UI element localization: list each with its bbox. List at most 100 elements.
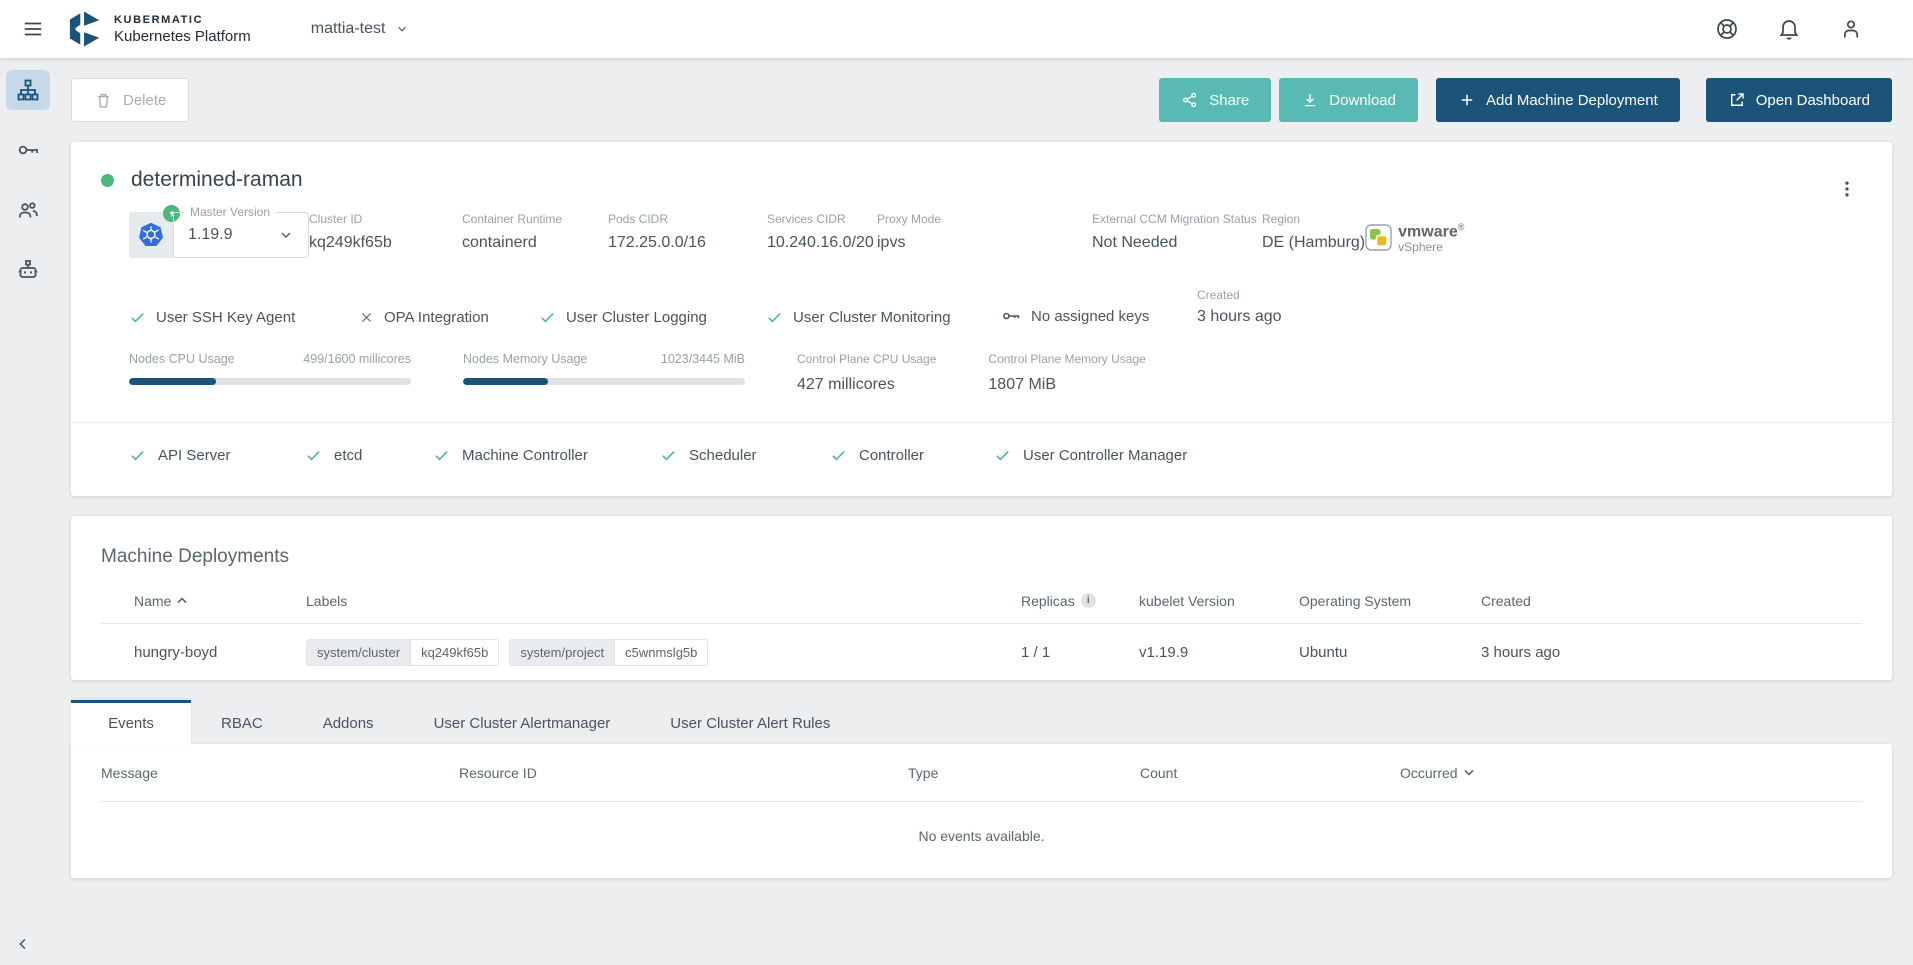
cluster-card: determined-raman Master Ve	[71, 142, 1892, 496]
sidebar-collapse-icon[interactable]	[14, 935, 32, 953]
tab-user-cluster-alert-rules[interactable]: User Cluster Alert Rules	[670, 715, 831, 732]
events-header-row: Message Resource ID Type Count Occurred	[101, 744, 1862, 802]
column-created: Created	[1481, 592, 1531, 609]
field-value: 172.25.0.0/16	[608, 234, 706, 251]
nodes-memory-usage: Nodes Memory Usage 1023/3445 MiB	[463, 352, 745, 394]
sidebar-item-service-accounts[interactable]	[6, 250, 50, 290]
tab-events[interactable]: Events	[71, 700, 191, 744]
check-icon	[129, 309, 146, 326]
tab-addons[interactable]: Addons	[322, 715, 374, 732]
created-value: 3 hours ago	[1197, 308, 1282, 325]
info-field-container-runtime: Container Runtime containerd	[462, 212, 608, 252]
column-name[interactable]: Name	[134, 593, 306, 609]
md-replicas: 1 / 1	[1021, 643, 1051, 661]
vmware-wordmark: vmware®	[1398, 222, 1465, 241]
delete-button[interactable]: Delete	[71, 78, 190, 122]
field-value: 10.240.16.0/20	[767, 234, 874, 251]
help-icon[interactable]	[1709, 11, 1745, 47]
info-icon[interactable]: i	[1080, 593, 1096, 608]
cluster-features-row: User SSH Key Agent OPA Integration User …	[129, 288, 1862, 326]
sidebar-item-members[interactable]	[6, 190, 50, 230]
events-panel: Message Resource ID Type Count Occurred …	[71, 744, 1892, 878]
health-scheduler: Scheduler	[660, 447, 830, 464]
progress-bar	[129, 378, 411, 385]
info-field-region: Region DE (Hamburg)	[1262, 212, 1365, 252]
sort-asc-icon	[177, 597, 187, 604]
field-label: Pods CIDR	[608, 212, 669, 226]
column-kubelet-version: kubelet Version	[1139, 592, 1235, 609]
cluster-created: Created 3 hours ago	[1197, 288, 1282, 326]
add-machine-deployment-label: Add Machine Deployment	[1485, 91, 1658, 109]
metric-value: 1023/3445 MiB	[660, 352, 745, 366]
md-name: hungry-boyd	[134, 643, 218, 661]
notifications-bell-icon[interactable]	[1771, 11, 1807, 47]
health-label: User Controller Manager	[1023, 447, 1188, 464]
check-icon	[766, 309, 783, 326]
control-plane-cpu-usage: Control Plane CPU Usage 427 millicores	[797, 352, 936, 394]
health-api-server: API Server	[129, 447, 305, 464]
download-button[interactable]: Download	[1279, 78, 1418, 122]
feature-opa-integration: OPA Integration	[359, 309, 539, 326]
nodes-cpu-usage: Nodes CPU Usage 499/1600 millicores	[129, 352, 411, 394]
health-label: Machine Controller	[462, 447, 588, 464]
download-icon	[1301, 91, 1319, 109]
health-user-controller-manager: User Controller Manager	[994, 447, 1187, 464]
clusters-tree-icon	[16, 78, 40, 102]
health-label: Controller	[859, 447, 925, 464]
metric-label: Nodes Memory Usage	[463, 352, 588, 366]
feature-ssh-key-agent: User SSH Key Agent	[129, 309, 359, 326]
project-name: mattia-test	[310, 20, 386, 37]
label-chip: system/cluster kq249kf65b	[306, 638, 500, 666]
md-labels: system/cluster kq249kf65b system/project…	[306, 638, 1021, 666]
field-value: kq249kf65b	[309, 234, 392, 251]
info-field-proxy-mode: Proxy Mode ipvs	[877, 212, 1092, 252]
metric-value: 1807 MiB	[988, 376, 1056, 393]
check-icon	[660, 447, 677, 464]
feature-label: User Cluster Monitoring	[793, 309, 951, 326]
check-icon	[539, 309, 556, 326]
cluster-metrics-row: Nodes CPU Usage 499/1600 millicores Node…	[129, 352, 1862, 422]
tab-user-cluster-alertmanager[interactable]: User Cluster Alertmanager	[433, 715, 611, 732]
open-dashboard-button[interactable]: Open Dashboard	[1705, 78, 1892, 122]
sidebar-item-ssh-keys[interactable]	[6, 130, 50, 170]
sort-desc-icon	[1464, 769, 1474, 776]
health-label: Scheduler	[689, 447, 757, 464]
master-version-group: Master Version 1.19.9	[129, 205, 309, 258]
info-field-ccm-migration: External CCM Migration Status Not Needed	[1092, 212, 1262, 252]
project-selector[interactable]: mattia-test	[311, 20, 410, 38]
hamburger-menu-icon[interactable]	[16, 12, 50, 46]
ssh-keys-label: No assigned keys	[1031, 307, 1150, 325]
topbar-actions	[1709, 11, 1869, 47]
main-content: Delete Share Download	[56, 58, 1913, 965]
user-account-icon[interactable]	[1833, 11, 1869, 47]
health-label: API Server	[158, 447, 231, 464]
share-button[interactable]: Share	[1159, 78, 1272, 122]
download-label: Download	[1329, 91, 1396, 109]
field-label: External CCM Migration Status	[1092, 212, 1257, 226]
column-message: Message	[101, 764, 158, 781]
cluster-kebab-menu-icon[interactable]	[1830, 172, 1864, 206]
cluster-toolbar: Delete Share Download	[71, 78, 1892, 122]
machine-deployments-title: Machine Deployments	[101, 546, 289, 567]
master-version-select[interactable]: Master Version 1.19.9	[173, 205, 309, 258]
field-value: containerd	[462, 234, 537, 251]
cluster-header: determined-raman	[101, 168, 1862, 197]
sidebar-item-clusters[interactable]	[6, 70, 50, 110]
delete-label: Delete	[123, 91, 167, 109]
metric-value: 499/1600 millicores	[303, 352, 411, 366]
machine-deployment-row[interactable]: hungry-boyd system/cluster kq249kf65b sy…	[101, 624, 1862, 680]
column-resource-id: Resource ID	[459, 764, 537, 781]
events-empty-message: No events available.	[918, 828, 1045, 844]
column-occurred[interactable]: Occurred	[1400, 765, 1862, 781]
tab-rbac[interactable]: RBAC	[221, 715, 263, 732]
md-created: 3 hours ago	[1481, 643, 1561, 661]
info-field-services-cidr: Services CIDR 10.240.16.0/20	[767, 212, 877, 252]
column-count: Count	[1140, 764, 1178, 781]
column-replicas: Replicas i	[1021, 593, 1139, 609]
trash-icon	[94, 91, 113, 110]
add-machine-deployment-button[interactable]: Add Machine Deployment	[1435, 78, 1680, 122]
info-field-pods-cidr: Pods CIDR 172.25.0.0/16	[608, 212, 767, 252]
check-icon	[305, 447, 322, 464]
metric-value: 427 millicores	[797, 376, 895, 393]
field-label: Container Runtime	[462, 212, 563, 226]
